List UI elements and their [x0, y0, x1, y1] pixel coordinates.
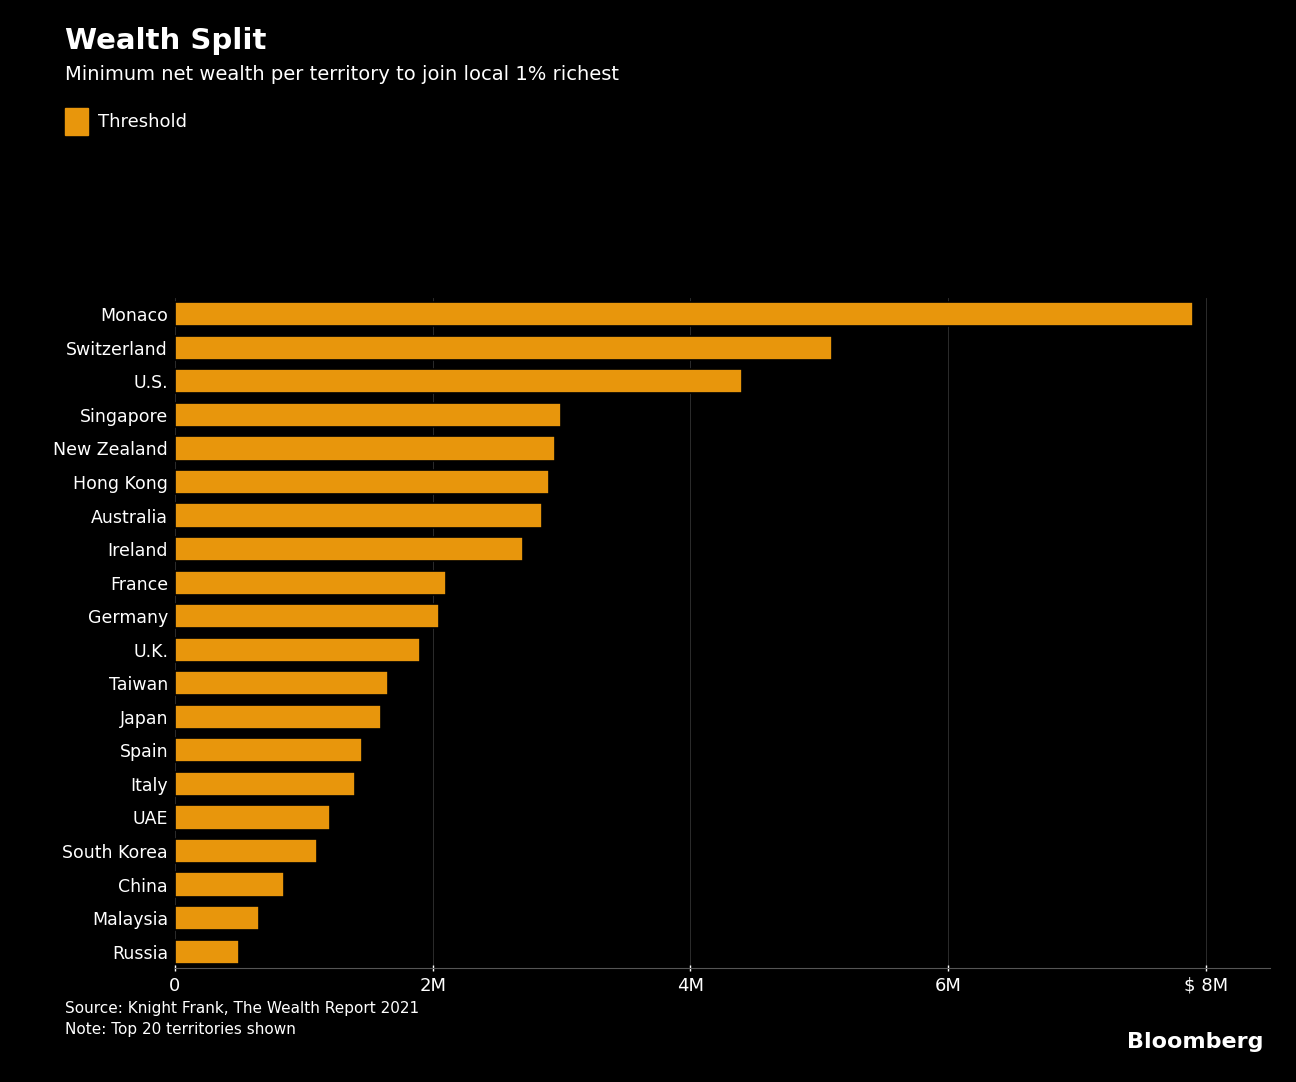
Bar	[175, 470, 548, 494]
Text: Bloomberg: Bloomberg	[1128, 1032, 1264, 1052]
Bar	[175, 637, 420, 662]
Bar	[175, 906, 259, 931]
Text: Threshold: Threshold	[98, 113, 188, 131]
Bar	[175, 335, 832, 360]
Bar	[175, 503, 542, 528]
Text: Source: Knight Frank, The Wealth Report 2021
Note: Top 20 territories shown: Source: Knight Frank, The Wealth Report …	[65, 1001, 419, 1037]
Bar	[175, 436, 555, 461]
Bar	[175, 403, 561, 427]
Bar	[175, 704, 381, 729]
Text: Wealth Split: Wealth Split	[65, 27, 266, 55]
Bar	[175, 671, 388, 696]
Bar	[175, 570, 446, 595]
Bar	[175, 369, 741, 394]
Bar	[175, 604, 439, 629]
Bar	[175, 537, 522, 562]
Bar	[175, 839, 316, 863]
Bar	[175, 771, 355, 796]
Bar	[175, 805, 329, 830]
Text: Minimum net wealth per territory to join local 1% richest: Minimum net wealth per territory to join…	[65, 65, 618, 84]
Bar	[175, 738, 362, 763]
Bar	[175, 939, 240, 964]
Bar	[175, 872, 284, 897]
Bar	[175, 302, 1192, 327]
